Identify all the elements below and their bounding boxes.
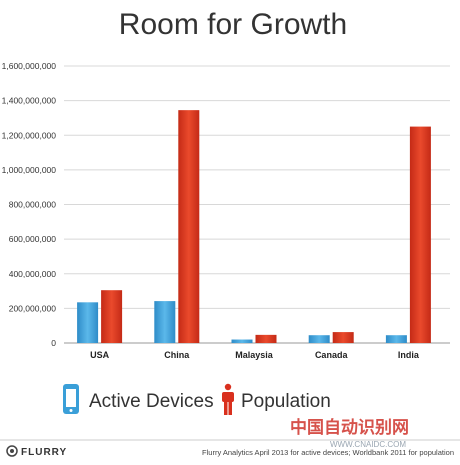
footer-source-note: Flurry Analytics April 2013 for active d…: [202, 448, 454, 457]
phone-icon: [63, 384, 79, 414]
population-bar: [409, 126, 431, 343]
bars: [77, 110, 431, 343]
x-category-label: Canada: [315, 350, 349, 360]
y-tick-label: 1,600,000,000: [2, 61, 57, 71]
y-tick-label: 200,000,000: [9, 303, 57, 313]
legend: Active Devices Population: [63, 383, 331, 415]
chart-title: Room for Growth: [119, 8, 347, 41]
population-bar: [332, 332, 354, 343]
active-devices-bar: [308, 335, 330, 343]
y-tick-label: 800,000,000: [9, 200, 57, 210]
active-devices-bar: [231, 339, 253, 343]
person-icon: [222, 383, 234, 415]
y-tick-label: 1,200,000,000: [2, 130, 57, 140]
grid-lines: [64, 65, 450, 309]
population-bar: [178, 110, 200, 343]
x-category-label: Malaysia: [235, 350, 274, 360]
active-devices-bar: [385, 335, 407, 343]
watermark-subtext: WWW.CNAIDC.COM: [330, 440, 406, 449]
y-tick-label: 400,000,000: [9, 269, 57, 279]
x-category-label: USA: [90, 350, 110, 360]
active-devices-bar: [154, 301, 176, 343]
flurry-logo: FLURRY: [6, 445, 67, 458]
y-tick-label: 600,000,000: [9, 234, 57, 244]
legend-label-active-devices: Active Devices: [89, 391, 214, 412]
x-category-label: China: [164, 350, 190, 360]
population-bar: [255, 334, 277, 343]
x-axis-categories: USA China Malaysia Canada India: [90, 350, 420, 360]
y-tick-label: 0: [51, 338, 56, 348]
watermark-text: 中国自动识别网: [290, 417, 409, 438]
footer-logo-text: FLURRY: [21, 447, 67, 458]
active-devices-bar: [77, 302, 99, 343]
x-category-label: India: [398, 350, 420, 360]
y-axis-ticks: 0 200,000,000 400,000,000 600,000,000 800,00…: [2, 61, 57, 348]
legend-label-population: Population: [241, 391, 331, 412]
y-tick-label: 1,000,000,000: [2, 165, 57, 175]
population-bar: [101, 290, 123, 343]
y-tick-label: 1,400,000,000: [2, 96, 57, 106]
